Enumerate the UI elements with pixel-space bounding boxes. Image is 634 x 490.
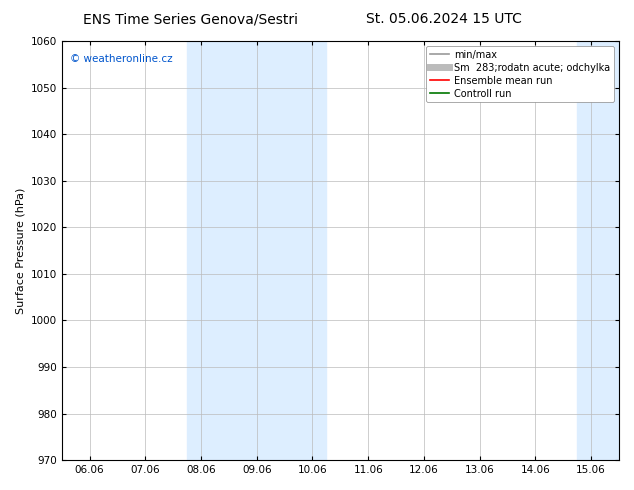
Text: ENS Time Series Genova/Sestri: ENS Time Series Genova/Sestri (82, 12, 298, 26)
Y-axis label: Surface Pressure (hPa): Surface Pressure (hPa) (15, 187, 25, 314)
Text: © weatheronline.cz: © weatheronline.cz (70, 53, 172, 64)
Legend: min/max, Sm  283;rodatn acute; odchylka, Ensemble mean run, Controll run: min/max, Sm 283;rodatn acute; odchylka, … (426, 46, 614, 102)
Bar (187, 41, 327, 460)
Bar (577, 41, 619, 460)
Text: St. 05.06.2024 15 UTC: St. 05.06.2024 15 UTC (366, 12, 522, 26)
